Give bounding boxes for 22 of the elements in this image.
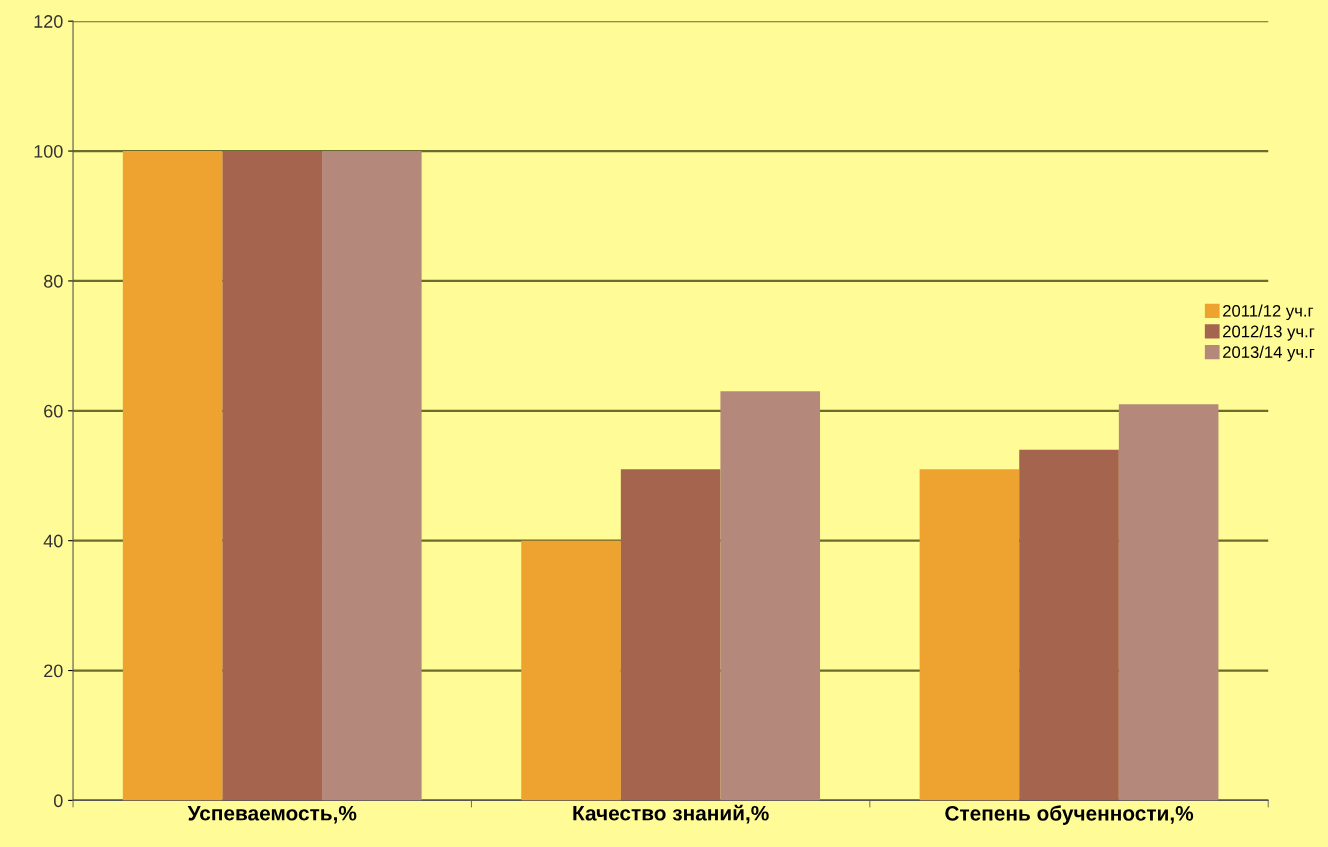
bar [620, 469, 721, 801]
y-tick-label: 20 [44, 664, 63, 678]
x-tick-label: Качество знаний,% [573, 804, 769, 824]
bar [222, 151, 323, 801]
y-tick-label: 40 [43, 534, 63, 548]
legend-label: 2012/13 уч.г [1223, 325, 1315, 341]
bar [720, 391, 821, 801]
bar [1118, 404, 1219, 801]
x-tick-label: Успеваемость,% [187, 805, 357, 824]
y-tick-label: 0 [53, 794, 63, 808]
y-tick-label: 100 [34, 144, 63, 158]
legend-label: 2011/12 уч.г [1223, 304, 1314, 321]
bar [1019, 449, 1119, 801]
bar [122, 151, 223, 801]
y-tick-label: 60 [44, 404, 63, 418]
bar [322, 151, 422, 801]
bar [521, 540, 621, 801]
y-tick-label: 120 [34, 15, 63, 28]
bar [919, 469, 1020, 801]
y-tick-label: 80 [44, 274, 63, 288]
legend-label: 2013/14 уч.г [1223, 345, 1315, 362]
x-tick-label: Степень обученности,% [945, 805, 1194, 825]
